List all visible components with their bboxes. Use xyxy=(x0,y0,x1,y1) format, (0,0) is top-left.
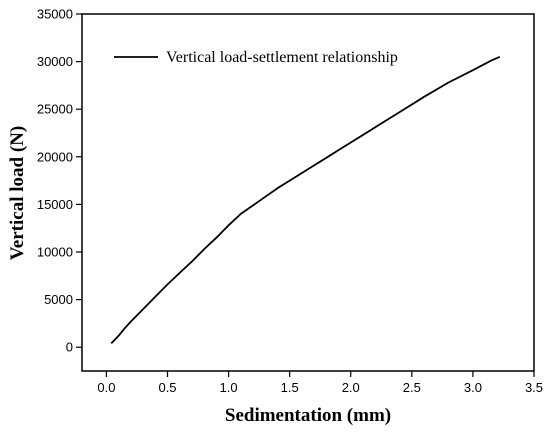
y-tick-label: 5000 xyxy=(44,292,73,307)
plot-frame xyxy=(81,13,535,372)
x-tick-label: 0.5 xyxy=(158,380,176,395)
legend-label: Vertical load-settlement relationship xyxy=(166,49,398,66)
x-axis-title: Sedimentation (mm) xyxy=(225,405,391,426)
y-axis-title: Vertical load (N) xyxy=(7,126,28,260)
y-axis: 0 5000 10000 15000 20000 25000 30000 35000 xyxy=(37,7,82,355)
x-tick-label: 1.5 xyxy=(281,380,299,395)
x-tick-label: 3.5 xyxy=(525,380,543,395)
y-tick-label: 0 xyxy=(66,340,73,355)
x-tick-label: 1.0 xyxy=(220,380,238,395)
x-tick-label: 3.0 xyxy=(464,380,482,395)
y-tick-label: 15000 xyxy=(37,197,73,212)
series-line-vertical-load-settlement xyxy=(110,55,501,345)
x-axis: 0.0 0.5 1.0 1.5 2.0 2.5 3.0 3.5 xyxy=(97,371,543,395)
y-tick-label: 30000 xyxy=(37,54,73,69)
legend: Vertical load-settlement relationship xyxy=(114,49,398,66)
x-tick-label: 2.0 xyxy=(342,380,360,395)
y-tick-label: 25000 xyxy=(37,102,73,117)
x-tick-label: 0.0 xyxy=(97,380,115,395)
y-tick-label: 10000 xyxy=(37,245,73,260)
x-tick-label: 2.5 xyxy=(403,380,421,395)
y-tick-label: 35000 xyxy=(37,7,73,22)
y-tick-label: 20000 xyxy=(37,149,73,164)
